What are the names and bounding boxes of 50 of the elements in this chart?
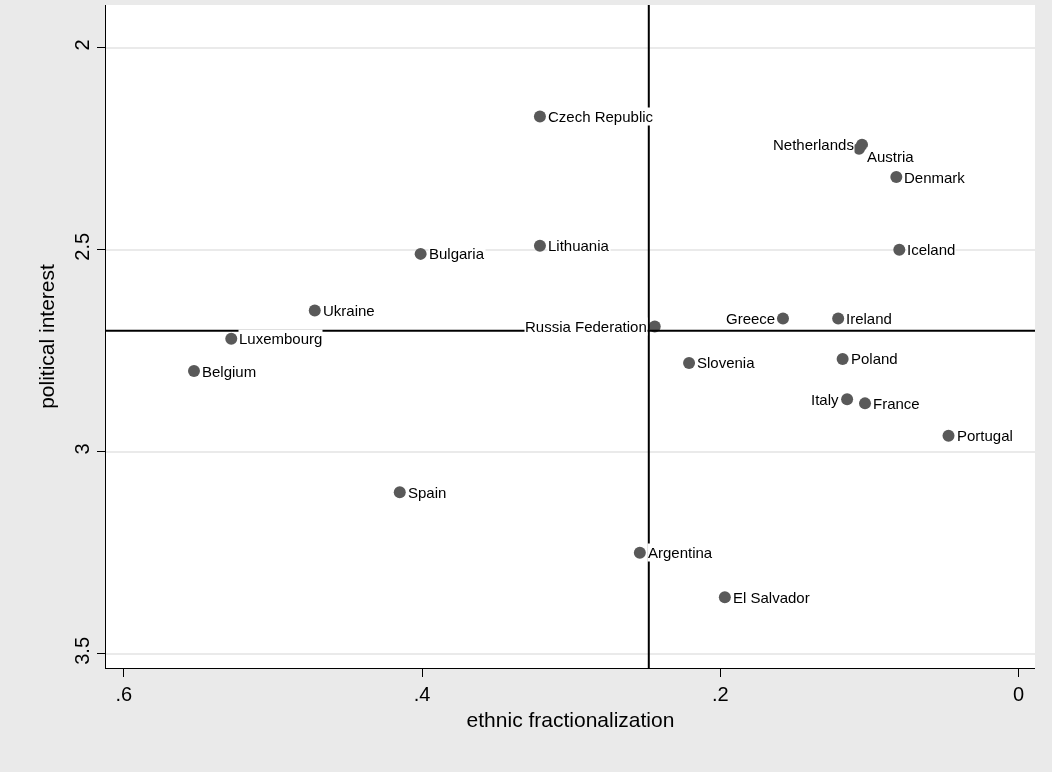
point — [853, 142, 866, 155]
point — [187, 365, 200, 378]
data-label: Luxembourg — [239, 330, 323, 347]
y-tick-label: 3 — [71, 443, 93, 455]
point — [777, 312, 789, 325]
data-label: El Salvador — [733, 589, 810, 606]
point — [841, 393, 854, 406]
point — [633, 546, 646, 559]
data-label: Ukraine — [323, 302, 375, 319]
data-label: Italy — [811, 391, 840, 408]
x-tick-label: 0 — [1013, 683, 1025, 705]
x-tick-label: .4 — [413, 683, 431, 705]
data-label: Austria — [867, 148, 915, 165]
data-label: France — [873, 395, 920, 412]
data-label: Ireland — [846, 310, 892, 327]
data-label: Netherlands — [773, 136, 854, 153]
data-label: Argentina — [648, 544, 713, 561]
data-label: Czech Republic — [548, 108, 654, 125]
x-tick-label: .2 — [712, 683, 729, 705]
x-axis-title: ethnic fractionalization — [466, 708, 675, 732]
point — [393, 486, 406, 499]
point — [533, 110, 546, 123]
data-label: Lithuania — [548, 237, 610, 254]
point — [893, 243, 906, 256]
x-tick-label: .6 — [115, 683, 133, 705]
point — [718, 591, 731, 604]
data-label: Bulgaria — [429, 245, 485, 262]
data-label: Belgium — [202, 363, 257, 380]
data-label: Denmark — [904, 169, 966, 186]
data-label: Greece — [726, 310, 776, 327]
point — [414, 247, 427, 260]
point — [836, 352, 849, 365]
point — [683, 356, 696, 369]
y-tick-label: 2.5 — [71, 232, 93, 261]
point — [859, 397, 872, 410]
y-tick-label: 2 — [71, 39, 93, 51]
point — [225, 332, 238, 345]
data-label: Slovenia — [697, 354, 756, 371]
data-label: Iceland — [907, 241, 956, 258]
point — [308, 304, 321, 317]
point — [533, 239, 546, 252]
data-label: Russia Federation — [525, 318, 647, 335]
point — [890, 171, 903, 184]
data-label: Spain — [408, 484, 447, 501]
y-axis-title: political interest — [35, 263, 59, 409]
data-label: Portugal — [957, 427, 1013, 444]
point — [832, 312, 845, 325]
y-tick-label: 3.5 — [71, 636, 93, 665]
data-label: Poland — [851, 350, 898, 367]
point — [942, 429, 955, 442]
